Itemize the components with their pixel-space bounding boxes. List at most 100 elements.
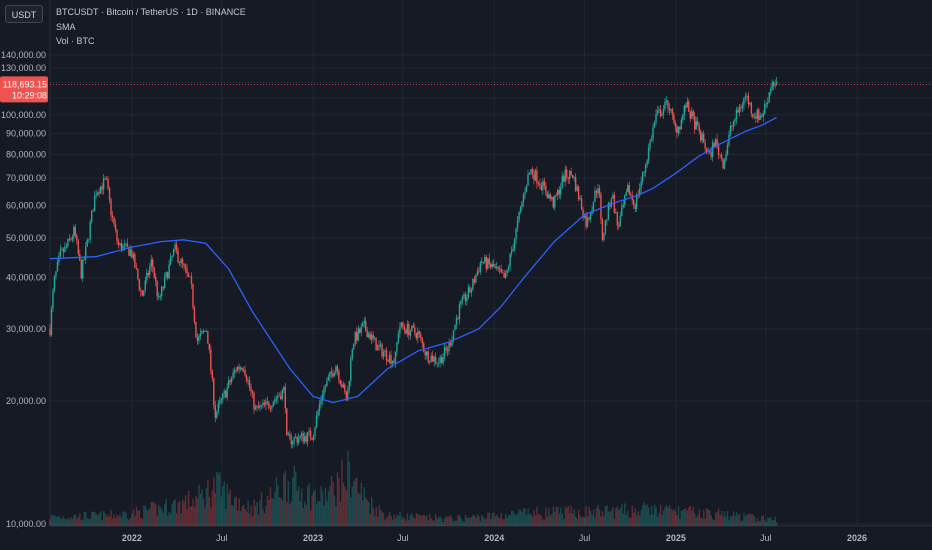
volume-bar [394, 518, 397, 526]
volume-bar [649, 515, 651, 526]
candle-body [498, 268, 501, 270]
candle-body [510, 251, 513, 254]
candle-body [497, 267, 499, 269]
volume-bar [204, 507, 206, 526]
x-tick-label: 2025 [666, 533, 686, 543]
volume-bar [299, 500, 301, 526]
volume-bar [570, 505, 572, 526]
candle-body [537, 183, 540, 185]
candle-body [458, 304, 461, 320]
volume-bar [670, 508, 672, 526]
candle-body [335, 366, 337, 373]
volume-bar [88, 518, 90, 526]
sma-line [49, 116, 777, 404]
volume-bar [646, 504, 648, 526]
candle-body [640, 181, 642, 189]
volume-bar [591, 515, 593, 526]
candle-body [311, 438, 313, 440]
candle-body [507, 266, 510, 270]
volume-bar [55, 517, 57, 526]
currency-button[interactable]: USDT [5, 5, 43, 23]
volume-bar [491, 513, 494, 526]
volume-bar [694, 513, 696, 526]
volume-bar [150, 502, 153, 526]
candle-body [638, 188, 641, 196]
volume-bar [487, 512, 489, 526]
candle-body [694, 115, 696, 130]
volume-bar [219, 471, 221, 526]
x-tick-label: Jul [760, 533, 772, 543]
volume-bar [290, 501, 293, 526]
volume-bar [336, 472, 339, 526]
candle-body [589, 213, 592, 220]
volume-bar [381, 511, 383, 526]
volume-legend[interactable]: Vol · BTC [56, 36, 95, 46]
volume-bar [347, 450, 349, 526]
candle-body [189, 276, 191, 278]
sma-legend[interactable]: SMA [56, 22, 76, 32]
candle-body [378, 345, 380, 347]
candle-body [324, 386, 327, 389]
candle-body [677, 126, 680, 133]
volume-bar [578, 509, 580, 526]
candle-body [704, 142, 706, 149]
volume-bar [408, 520, 410, 526]
volume-bar [241, 506, 243, 526]
candle-body [126, 243, 129, 247]
volume-bar [138, 509, 141, 526]
volume-bar [683, 509, 686, 526]
candle-body [95, 194, 97, 196]
volume-bar [744, 516, 747, 526]
candle-body [153, 267, 155, 277]
volume-bar [764, 519, 766, 526]
volume-bar [372, 508, 374, 526]
volume-bar [637, 511, 639, 526]
volume-bar [442, 522, 444, 526]
candle-body [70, 238, 72, 240]
candle-body [137, 269, 139, 280]
candle-body [576, 186, 578, 191]
volume-bar [327, 491, 330, 526]
candle-body [74, 227, 77, 236]
candle-body [717, 145, 720, 155]
volume-bar [305, 504, 307, 526]
y-tick-label: 100,000.00 [1, 110, 46, 120]
volume-bar [469, 517, 471, 526]
volume-bar [317, 500, 319, 526]
candle-body [464, 294, 467, 302]
candle-body [381, 344, 383, 357]
candle-body [767, 102, 769, 104]
candle-body [361, 323, 364, 327]
candle-body [120, 243, 123, 251]
volume-bar [117, 516, 120, 526]
candle-body [490, 263, 492, 268]
volume-bar [359, 494, 361, 526]
volume-bar [563, 519, 565, 526]
volume-bar [685, 508, 687, 526]
volume-bar [633, 512, 635, 526]
volume-bar [519, 509, 522, 526]
candle-body [667, 100, 669, 109]
volume-bar [70, 517, 72, 526]
candle-body [634, 204, 636, 209]
volume-bar [569, 513, 571, 526]
volume-bar [239, 511, 242, 526]
volume-bar [234, 497, 236, 526]
candle-body [555, 195, 557, 197]
candle-body [102, 178, 105, 190]
candle-body [756, 109, 758, 119]
candle-body [616, 212, 619, 226]
candle-body [426, 351, 428, 356]
candle-body [664, 101, 666, 110]
volume-bar [125, 512, 127, 526]
volume-bar [409, 515, 412, 526]
candle-body [740, 107, 742, 109]
volume-bar [600, 516, 602, 526]
volume-bar [86, 518, 89, 526]
volume-bar [583, 517, 586, 526]
candle-body [604, 220, 607, 233]
volume-bar [743, 512, 745, 526]
candle-body [475, 275, 477, 283]
